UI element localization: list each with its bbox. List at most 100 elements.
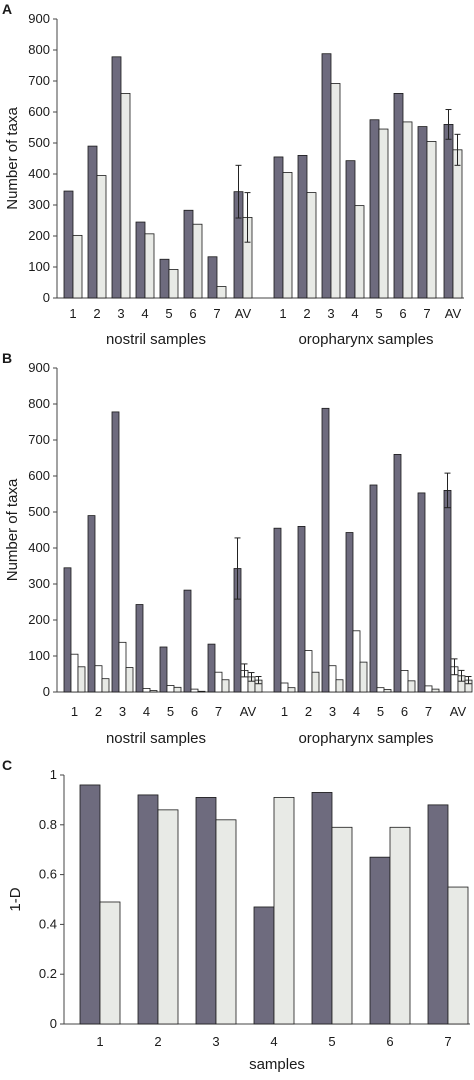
bar-A-nostril-4 — [144, 233, 155, 299]
bar-B-oropharynx-6 — [400, 670, 409, 693]
x-tick-label-A: 7 — [423, 306, 430, 321]
bar-A-oropharynx-4 — [345, 160, 356, 299]
y-tick-label-B: 900 — [28, 360, 50, 375]
bar-B-nostril-2 — [87, 515, 96, 693]
bar-B-nostril-1 — [70, 653, 79, 693]
x-tick-label-A: AV — [235, 306, 252, 321]
bar-B-nostril-2 — [101, 678, 110, 693]
bar-A-oropharynx-1 — [282, 172, 293, 299]
y-tick-label-A: 200 — [28, 228, 50, 243]
bar-B-nostril-5 — [166, 685, 175, 693]
bar-A-nostril-5 — [168, 269, 179, 299]
bar-A-oropharynx-7 — [417, 126, 428, 299]
panel-letter-A: A — [2, 1, 12, 17]
bar-B-nostril-4 — [142, 688, 151, 693]
bar-A-nostril-4 — [135, 221, 146, 299]
bar-B-nostril-5 — [159, 646, 168, 693]
bar-A-oropharynx-6 — [402, 121, 413, 299]
bar-B-nostril-3 — [111, 411, 120, 693]
x-tick-label-B: 5 — [167, 704, 174, 719]
y-axis-label-C: 1-D — [7, 887, 24, 911]
bar-A-nostril-7 — [216, 286, 227, 299]
x-tick-label-A: 7 — [213, 306, 220, 321]
bar-C-5 — [331, 826, 353, 1025]
bar-B-oropharynx-4 — [345, 532, 354, 693]
bar-B-nostril-7 — [221, 679, 230, 693]
x-tick-label-C: 2 — [154, 1034, 161, 1049]
y-tick-label-B: 600 — [28, 468, 50, 483]
y-tick-label-C: 0.4 — [39, 916, 57, 931]
y-tick-label-A: 300 — [28, 197, 50, 212]
x-tick-label-B: 2 — [95, 704, 102, 719]
x-tick-label-B: 1 — [281, 704, 288, 719]
bar-A-oropharynx-7 — [426, 141, 437, 299]
x-tick-label-C: 3 — [212, 1034, 219, 1049]
bar-B-oropharynx-7 — [417, 492, 426, 693]
x-tick-label-C: 5 — [328, 1034, 335, 1049]
bar-C-3 — [215, 819, 237, 1025]
bar-A-oropharynx-1 — [273, 156, 284, 299]
bar-C-4 — [253, 906, 275, 1025]
x-tick-label-A: 4 — [351, 306, 358, 321]
x-tick-label-B: AV — [450, 704, 467, 719]
bar-A-oropharynx-5 — [369, 119, 380, 299]
y-axis-label-A: Number of taxa — [4, 107, 21, 210]
x-tick-label-B: 7 — [425, 704, 432, 719]
bar-B-oropharynx-3 — [321, 407, 330, 693]
bar-B-nostril-6 — [197, 690, 206, 693]
bar-B-nostril-4 — [149, 690, 158, 693]
y-tick-label-C: 0 — [50, 1016, 57, 1031]
bar-A-oropharynx-2 — [297, 154, 308, 299]
bar-A-oropharynx-AV — [443, 124, 454, 299]
bar-C-2 — [137, 794, 159, 1025]
bar-A-nostril-5 — [159, 258, 170, 299]
x-tick-label-C: 6 — [386, 1034, 393, 1049]
x-tick-label-C: 1 — [96, 1034, 103, 1049]
bar-A-oropharynx-AV — [452, 149, 463, 299]
bar-A-nostril-2 — [87, 145, 98, 299]
bar-B-oropharynx-AV — [443, 489, 452, 693]
y-tick-label-B: 700 — [28, 432, 50, 447]
bar-A-nostril-6 — [192, 223, 203, 299]
y-tick-label-B: 100 — [28, 648, 50, 663]
x-tick-label-B: 3 — [329, 704, 336, 719]
y-tick-label-B: 300 — [28, 576, 50, 591]
bar-A-nostril-3 — [120, 93, 131, 299]
bar-B-nostril-6 — [183, 589, 192, 693]
bar-C-5 — [311, 792, 333, 1025]
bar-B-oropharynx-1 — [273, 527, 282, 693]
x-tick-label-B: 4 — [143, 704, 150, 719]
bar-A-oropharynx-4 — [354, 205, 365, 299]
bar-A-nostril-6 — [183, 209, 194, 299]
y-tick-label-A: 600 — [28, 104, 50, 119]
bar-B-nostril-1 — [77, 666, 86, 693]
bar-B-oropharynx-2 — [311, 671, 320, 693]
bar-C-3 — [195, 797, 217, 1025]
x-tick-label-A: 2 — [93, 306, 100, 321]
y-tick-label-B: 500 — [28, 504, 50, 519]
x-tick-label-A: 4 — [141, 306, 148, 321]
bar-A-nostril-7 — [207, 256, 218, 299]
x-tick-label-C: 7 — [444, 1034, 451, 1049]
bar-A-nostril-2 — [96, 175, 107, 299]
y-tick-label-C: 0.6 — [39, 867, 57, 882]
x-tick-label-C: 4 — [270, 1034, 277, 1049]
bar-B-nostril-5 — [173, 686, 182, 693]
bar-C-7 — [427, 804, 449, 1025]
bar-A-nostril-1 — [63, 190, 74, 299]
y-tick-label-A: 500 — [28, 135, 50, 150]
bar-C-1 — [79, 784, 101, 1025]
bar-B-oropharynx-1 — [280, 682, 289, 693]
y-tick-label-A: 800 — [28, 42, 50, 57]
x-tick-label-A: 5 — [165, 306, 172, 321]
bar-B-nostril-3 — [125, 667, 134, 693]
bar-B-oropharynx-7 — [424, 685, 433, 693]
x-axis-label-C: samples — [249, 1056, 305, 1073]
group-label-A: oropharynx samples — [298, 331, 433, 348]
y-tick-label-B: 800 — [28, 396, 50, 411]
group-label-A: nostril samples — [106, 331, 206, 348]
bar-A-nostril-1 — [72, 234, 83, 299]
bar-C-6 — [389, 826, 411, 1025]
y-tick-label-C: 0.2 — [39, 966, 57, 981]
